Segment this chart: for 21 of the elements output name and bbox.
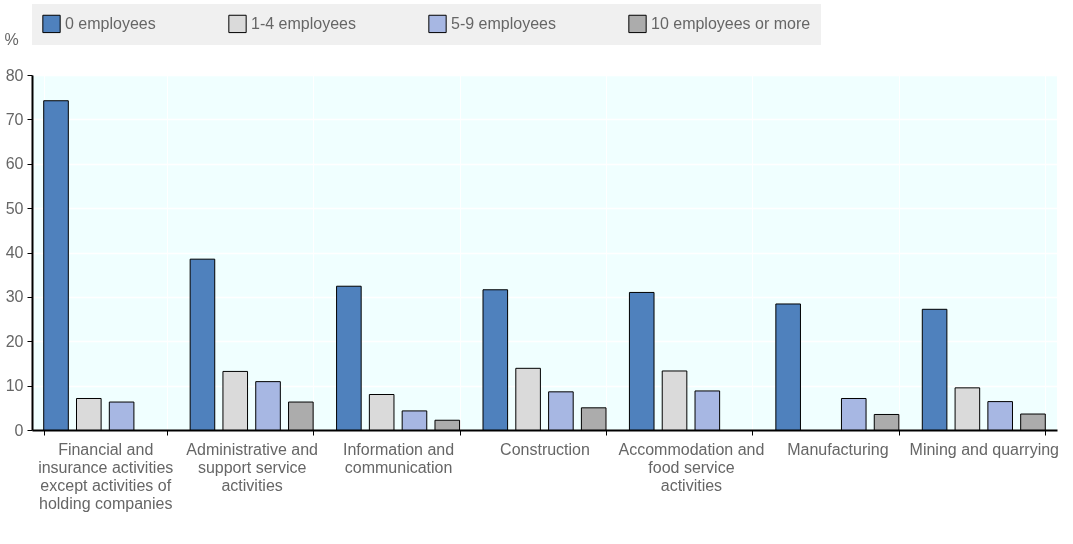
x-tick-label: Financial and insurance activities except activities of holding companies — [38, 440, 174, 512]
x-tick-label: Manufacturing — [787, 440, 889, 458]
legend-label: 10 employees or more — [651, 14, 811, 32]
y-tick-label: 70 — [5, 110, 24, 128]
legend-label: 5-9 employees — [451, 14, 556, 32]
y-axis-title: % — [4, 30, 19, 48]
y-tick-label: 50 — [5, 199, 24, 217]
y-tick-label: 80 — [5, 66, 24, 84]
x-tick-label: Administrative and support service activities — [186, 440, 318, 494]
y-tick-label: 40 — [5, 244, 24, 261]
y-tick-label: 20 — [5, 332, 24, 350]
y-tick-label: 10 — [5, 377, 24, 395]
x-tick-label: Accommodation and food service activities — [618, 440, 765, 494]
legend-label: 0 employees — [65, 14, 156, 32]
x-tick-label: Construction — [500, 440, 590, 458]
x-tick-label: Information and communication — [342, 440, 455, 476]
y-tick-label: 60 — [5, 155, 24, 173]
y-tick-label: 0 — [14, 421, 24, 439]
y-tick-label: 30 — [5, 288, 24, 306]
x-tick-label: Mining and quarrying — [909, 440, 1059, 458]
legend-label: 1-4 employees — [251, 14, 356, 32]
